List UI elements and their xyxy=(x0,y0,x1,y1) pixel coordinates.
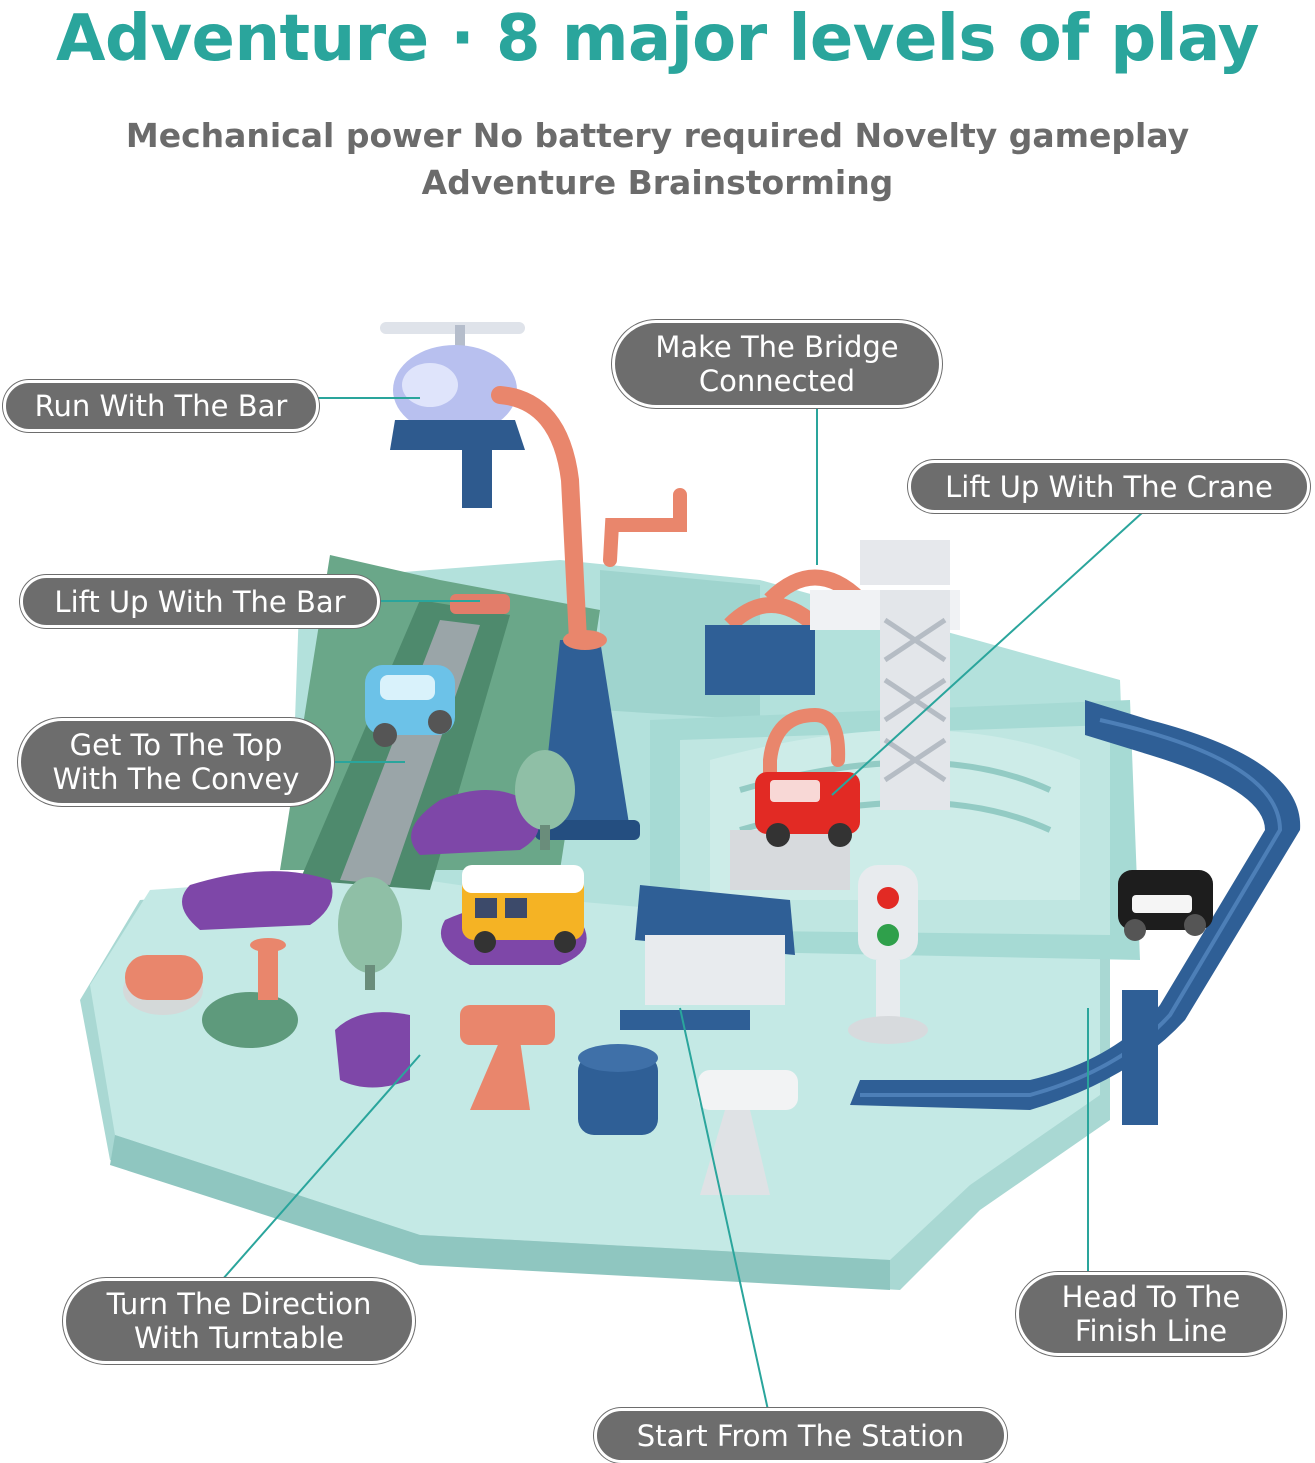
callout-start-from-the-station: Start From The Station xyxy=(594,1408,1007,1463)
subtitle-line-2: Adventure Brainstorming xyxy=(421,163,894,202)
tree-icon xyxy=(338,750,575,990)
callout-run-with-the-bar: Run With The Bar xyxy=(3,380,319,432)
track xyxy=(850,700,1301,1125)
leader-lines xyxy=(221,395,1144,1411)
callout-lift-up-with-the-crane: Lift Up With The Crane xyxy=(908,460,1310,513)
callout-head-to-the-finish-line: Head To The Finish Line xyxy=(1016,1272,1286,1356)
blue-car-icon xyxy=(365,665,455,747)
police-car-icon xyxy=(1118,870,1213,941)
page-title: Adventure · 8 major levels of play xyxy=(55,2,1260,76)
bus-icon xyxy=(462,865,584,953)
front-controls xyxy=(123,938,798,1195)
traffic-light-icon xyxy=(848,865,928,1044)
callout-lift-up-with-the-bar: Lift Up With The Bar xyxy=(20,575,380,628)
callout-turn-the-direction: Turn The Direction With Turntable xyxy=(63,1278,415,1364)
subtitle-line-1: Mechanical power No battery required Nov… xyxy=(125,116,1190,155)
callout-make-the-bridge-connected: Make The Bridge Connected xyxy=(612,320,942,408)
pipes xyxy=(491,386,846,877)
helicopter-icon xyxy=(380,322,525,508)
subtitle: Mechanical power No battery required Nov… xyxy=(0,112,1315,206)
fire-car-icon xyxy=(755,772,860,847)
callout-get-to-the-top: Get To The Top With The Convey xyxy=(18,718,334,806)
station-icon xyxy=(620,885,795,1030)
